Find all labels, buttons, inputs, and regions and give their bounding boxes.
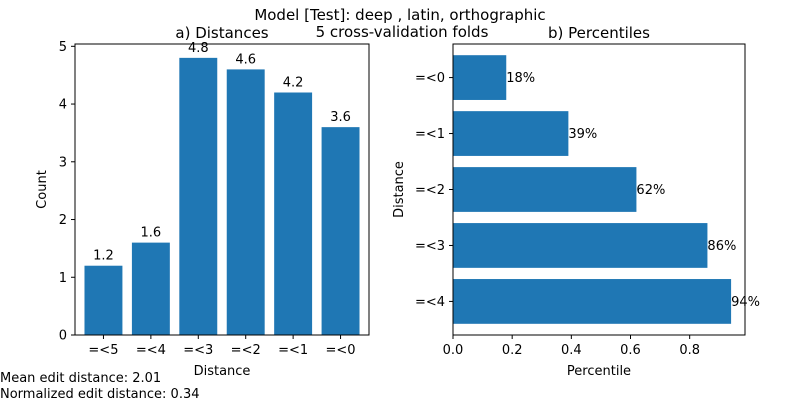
y-axis-label: Count	[35, 170, 50, 209]
y-tick-label: 0	[59, 329, 67, 344]
chart-title: a) Distances	[175, 24, 268, 42]
y-axis-label: Distance	[392, 161, 407, 218]
y-tick-label: 5	[59, 40, 67, 55]
hbar-value-label: 18%	[506, 71, 535, 86]
x-tick-label: 0.2	[502, 343, 523, 358]
mean-edit-distance: Mean edit distance: 2.01	[0, 371, 162, 386]
figure-suptitle-line1: Model [Test]: deep , latin, orthographic	[254, 6, 545, 24]
bar-=<1	[274, 92, 313, 335]
hbar-value-label: 39%	[568, 127, 597, 142]
hbar-value-label: 86%	[707, 239, 736, 254]
hbar-value-label: 94%	[731, 295, 760, 310]
percentiles-chart: 18% =<0 39% =<1 62% =<2 86% =<3 94% =<4 0.0 0.2 0.4 0…	[392, 24, 760, 379]
hbar-=<3	[453, 223, 708, 268]
hbar-=<2	[453, 167, 637, 212]
hbar-=<4	[453, 279, 732, 324]
y-tick-label: 1	[59, 271, 67, 286]
bar-value-label: 1.2	[93, 249, 114, 264]
x-tick-label: 0.8	[679, 343, 700, 358]
x-tick-label: =<4	[136, 343, 166, 358]
plot-frame	[74, 43, 370, 336]
x-tick-label: =<2	[231, 343, 261, 358]
x-tick-label: 0.6	[620, 343, 641, 358]
hbar-value-label: 62%	[636, 183, 665, 198]
bar-=<4	[131, 242, 170, 335]
plot-frame	[452, 43, 746, 336]
bar-value-label: 4.8	[188, 41, 209, 56]
bar-=<3	[179, 57, 218, 335]
y-tick-label: 4	[59, 98, 67, 113]
x-tick-label: 0.4	[561, 343, 582, 358]
bar-=<5	[84, 265, 123, 335]
y-tick-label: =<2	[415, 183, 445, 198]
hbar-=<1	[453, 111, 569, 156]
bar-=<2	[226, 69, 265, 336]
x-tick-label: =<1	[278, 343, 308, 358]
x-tick-label: =<3	[183, 343, 213, 358]
y-tick-label: 3	[59, 155, 67, 170]
figure-suptitle-line2: 5 cross-validation folds	[316, 23, 489, 41]
x-tick-label: =<0	[326, 343, 356, 358]
hbar-=<0	[453, 55, 507, 100]
y-tick-label: =<1	[415, 127, 445, 142]
bar-=<0	[321, 127, 360, 336]
x-tick-label: 0.0	[443, 343, 464, 358]
normalized-edit-distance: Normalized edit distance: 0.34	[0, 387, 200, 402]
bar-value-label: 4.6	[235, 52, 256, 67]
bar-value-label: 3.6	[330, 110, 351, 125]
bar-value-label: 4.2	[283, 76, 304, 91]
y-tick-label: 2	[59, 213, 67, 228]
chart-title: b) Percentiles	[548, 24, 650, 42]
x-axis-label: Distance	[194, 364, 251, 379]
y-tick-label: =<3	[415, 239, 445, 254]
x-axis-label: Percentile	[567, 364, 631, 379]
bar-value-label: 1.6	[141, 226, 162, 241]
distances-chart: 1.2 =<5 1.6 =<4 4.8 =<3 4.6 =<2 4.2 =<1 3.6 =<0 0 1 2 3…	[35, 24, 370, 379]
y-tick-label: =<4	[415, 295, 445, 310]
x-tick-label: =<5	[88, 343, 118, 358]
y-tick-label: =<0	[415, 71, 445, 86]
